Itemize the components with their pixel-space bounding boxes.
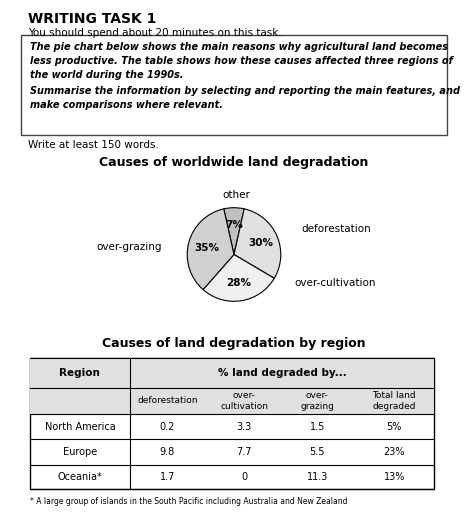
Text: You should spend about 20 minutes on this task.: You should spend about 20 minutes on thi… [28,28,282,38]
Text: 5%: 5% [387,421,402,432]
FancyBboxPatch shape [21,35,447,135]
Wedge shape [187,209,234,290]
Text: WRITING TASK 1: WRITING TASK 1 [28,12,156,26]
Text: 0: 0 [241,472,248,482]
Text: 35%: 35% [194,243,219,252]
Text: 3.3: 3.3 [237,421,252,432]
Text: 7.7: 7.7 [237,447,252,457]
Text: 9.8: 9.8 [160,447,175,457]
Text: 30%: 30% [248,238,273,248]
Text: 11.3: 11.3 [307,472,328,482]
Text: 13%: 13% [384,472,405,482]
Text: deforestation: deforestation [302,224,372,234]
Text: Causes of land degradation by region: Causes of land degradation by region [102,337,366,350]
Text: Region: Region [59,368,100,378]
Text: Total land
degraded: Total land degraded [373,391,416,411]
Text: Summarise the information by selecting and reporting the main features, and
make: Summarise the information by selecting a… [30,86,460,110]
Text: over-grazing: over-grazing [96,243,161,252]
Text: Oceania*: Oceania* [58,472,102,482]
Text: 28%: 28% [226,278,251,288]
Text: 23%: 23% [384,447,405,457]
Text: The pie chart below shows the main reasons why agricultural land becomes
less pr: The pie chart below shows the main reaso… [30,42,453,80]
Text: 1.7: 1.7 [160,472,175,482]
Text: 1.5: 1.5 [310,421,325,432]
Wedge shape [224,208,244,254]
Text: over-cultivation: over-cultivation [295,278,376,288]
Text: over-
grazing: over- grazing [300,391,334,411]
Text: deforestation: deforestation [137,396,197,406]
Text: other: other [222,189,250,200]
Text: 5.5: 5.5 [309,447,325,457]
Text: % land degraded by...: % land degraded by... [218,368,346,378]
Wedge shape [203,254,274,301]
Text: 0.2: 0.2 [160,421,175,432]
Text: Europe: Europe [63,447,97,457]
Text: Write at least 150 words.: Write at least 150 words. [28,140,159,150]
Text: * A large group of islands in the South Pacific including Australia and New Zeal: * A large group of islands in the South … [30,497,347,506]
Text: Causes of worldwide land degradation: Causes of worldwide land degradation [99,156,369,169]
Text: North America: North America [44,421,115,432]
FancyBboxPatch shape [30,358,434,414]
Wedge shape [234,209,281,279]
Text: over-
cultivation: over- cultivation [220,391,269,411]
Text: 7%: 7% [225,221,243,230]
